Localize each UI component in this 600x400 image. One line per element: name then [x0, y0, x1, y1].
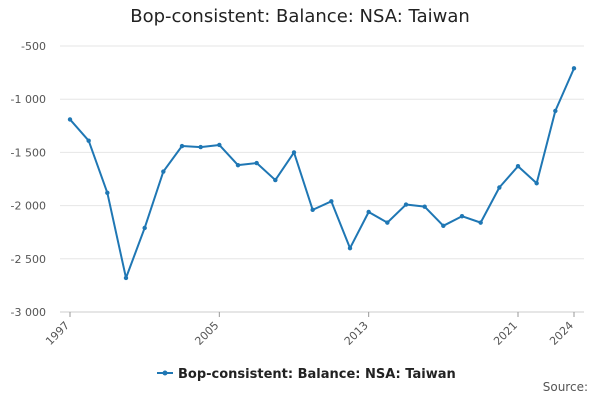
data-point: [291, 150, 297, 155]
data-point: [571, 66, 577, 71]
y-tick-label: -2 500: [11, 253, 46, 266]
data-point: [254, 160, 259, 166]
data-point: [217, 142, 222, 148]
x-tick-label: 2005: [192, 319, 221, 348]
legend: Bop-consistent: Balance: NSA: Taiwan: [157, 367, 456, 382]
data-point: [515, 164, 521, 169]
data-point: [179, 143, 185, 149]
y-tick-label: -3 000: [11, 306, 46, 319]
series-line: [69, 67, 575, 279]
data-point: [441, 223, 446, 229]
data-point: [310, 207, 315, 213]
y-tick-label: -1 500: [11, 146, 46, 159]
x-tick-label: 2021: [491, 319, 520, 348]
grid-lines: [60, 45, 584, 313]
chart-title: Bop-consistent: Balance: NSA: Taiwan: [130, 6, 470, 27]
legend-label: Bop-consistent: Balance: NSA: Taiwan: [178, 367, 456, 382]
y-tick-label: -1 000: [11, 93, 46, 106]
data-point: [329, 199, 334, 204]
data-point: [366, 209, 371, 215]
x-axis: 1997 2005 2013 2021 2024: [43, 311, 584, 348]
data-point: [497, 185, 502, 190]
data-point: [403, 202, 409, 207]
data-point: [534, 181, 539, 186]
x-tick-label: 2024: [547, 319, 576, 348]
series-layer: [67, 66, 577, 281]
data-point: [105, 190, 110, 196]
data-point: [553, 108, 558, 114]
data-point: [86, 138, 91, 143]
data-point: [478, 220, 483, 225]
x-tick-label: 1997: [43, 319, 72, 348]
data-point: [123, 275, 129, 281]
data-point: [142, 225, 147, 231]
y-tick-label: -2 000: [11, 200, 46, 213]
source-label: Source:: [542, 380, 588, 394]
y-tick-label: -500: [21, 40, 46, 53]
data-point: [235, 162, 241, 168]
data-point: [273, 177, 278, 183]
data-point: [347, 245, 353, 251]
data-point: [67, 117, 73, 122]
legend-swatch-marker: [162, 370, 168, 376]
data-point: [198, 144, 203, 150]
data-point: [422, 204, 427, 209]
data-point: [161, 169, 166, 174]
y-axis: -500 -1 000 -1 500 -2 000 -2 500 -3 000: [11, 40, 46, 319]
x-tick-label: 2013: [342, 319, 371, 348]
data-point: [459, 214, 465, 219]
data-point: [385, 220, 390, 225]
